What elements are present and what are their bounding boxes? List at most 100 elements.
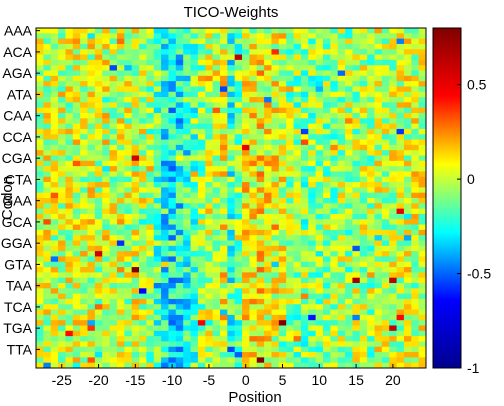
heatmap-cell [300,325,309,332]
heatmap-cell [102,304,110,310]
heatmap-cell [367,176,375,183]
heatmap-cell [234,70,243,77]
heatmap-cell [65,86,74,93]
heatmap-cell [80,330,88,337]
heatmap-cell [94,123,103,130]
heatmap-cell [146,97,155,103]
heatmap-cell [109,155,118,162]
heatmap-cell [109,346,118,353]
heatmap-cell [278,54,287,61]
heatmap-cell [403,314,412,321]
heatmap-cell [190,75,199,82]
heatmap-cell [418,176,427,183]
heatmap-cell [87,330,96,337]
heatmap-cell [359,128,368,135]
heatmap-cell [175,118,184,125]
heatmap-cell [124,91,133,98]
heatmap-cell [418,171,427,178]
heatmap-cell [50,325,59,332]
heatmap-cell [80,38,88,45]
heatmap-cell [139,320,147,326]
heatmap-cell [308,213,317,220]
heatmap-cell [418,155,427,162]
heatmap-cell [116,171,125,178]
heatmap-cell [381,192,390,199]
heatmap-cell [43,160,52,167]
heatmap-cell [411,341,420,348]
heatmap-cell [374,43,383,50]
heatmap-cell [271,75,280,82]
heatmap-cell [124,33,133,40]
heatmap-cell [139,70,147,77]
heatmap-cell [315,182,324,188]
heatmap-cell [36,203,44,210]
heatmap-cell [139,330,147,337]
heatmap-cell [109,256,118,263]
heatmap-cell [256,352,265,358]
heatmap-cell [153,160,162,167]
heatmap-cell [80,240,88,247]
heatmap-cell [131,49,140,55]
heatmap-cell [205,304,214,310]
y-tick-label: GGA [1,235,33,251]
heatmap-cell [36,33,44,40]
heatmap-cell [190,245,199,252]
heatmap-cell [58,341,66,348]
heatmap-cell [175,229,184,236]
heatmap-cell [242,224,250,231]
heatmap-cell [264,49,272,55]
heatmap-cell [183,192,191,199]
heatmap-cell [190,118,199,125]
heatmap-cell [50,192,59,199]
heatmap-cell [242,325,250,332]
heatmap-cell [286,283,294,289]
heatmap-cell [94,134,103,140]
heatmap-cell [109,118,118,125]
heatmap-cell [234,256,243,263]
heatmap-cell [330,97,339,103]
heatmap-cell [102,102,110,109]
heatmap-cells [36,28,427,369]
heatmap-cell [212,224,221,231]
heatmap-cell [234,54,243,61]
heatmap-cell [146,160,155,167]
heatmap-cell [322,139,331,146]
heatmap-cell [168,43,177,50]
heatmap-cell [359,113,368,119]
heatmap-cell [271,86,280,93]
heatmap-cell [367,123,375,130]
heatmap-cell [205,336,214,342]
heatmap-cell [72,219,81,225]
heatmap-cell [330,49,339,55]
heatmap-cell [367,267,375,273]
heatmap-cell [65,267,74,273]
heatmap-cell [153,182,162,188]
heatmap-cell [249,240,258,247]
heatmap-cell [234,91,243,98]
heatmap-cell [43,298,52,305]
heatmap-cell [124,155,133,162]
heatmap-cell [43,70,52,77]
heatmap-cell [190,198,199,204]
heatmap-cell [124,245,133,252]
heatmap-cell [168,123,177,130]
heatmap-cell [124,70,133,77]
heatmap-cell [102,171,110,178]
heatmap-cell [249,235,258,241]
heatmap-cell [190,113,199,119]
heatmap-cell [322,33,331,40]
heatmap-cell [219,107,228,114]
heatmap-cell [161,123,169,130]
heatmap-cell [72,208,81,215]
heatmap-cell [330,219,339,225]
heatmap-cell [116,256,125,263]
heatmap-cell [139,176,147,183]
heatmap-cell [219,320,228,326]
heatmap-cell [219,267,228,273]
heatmap-cell [330,160,339,167]
heatmap-cell [146,219,155,225]
heatmap-cell [381,320,390,326]
heatmap-cell [227,28,236,34]
heatmap-cell [131,75,140,82]
heatmap-cell [381,81,390,87]
